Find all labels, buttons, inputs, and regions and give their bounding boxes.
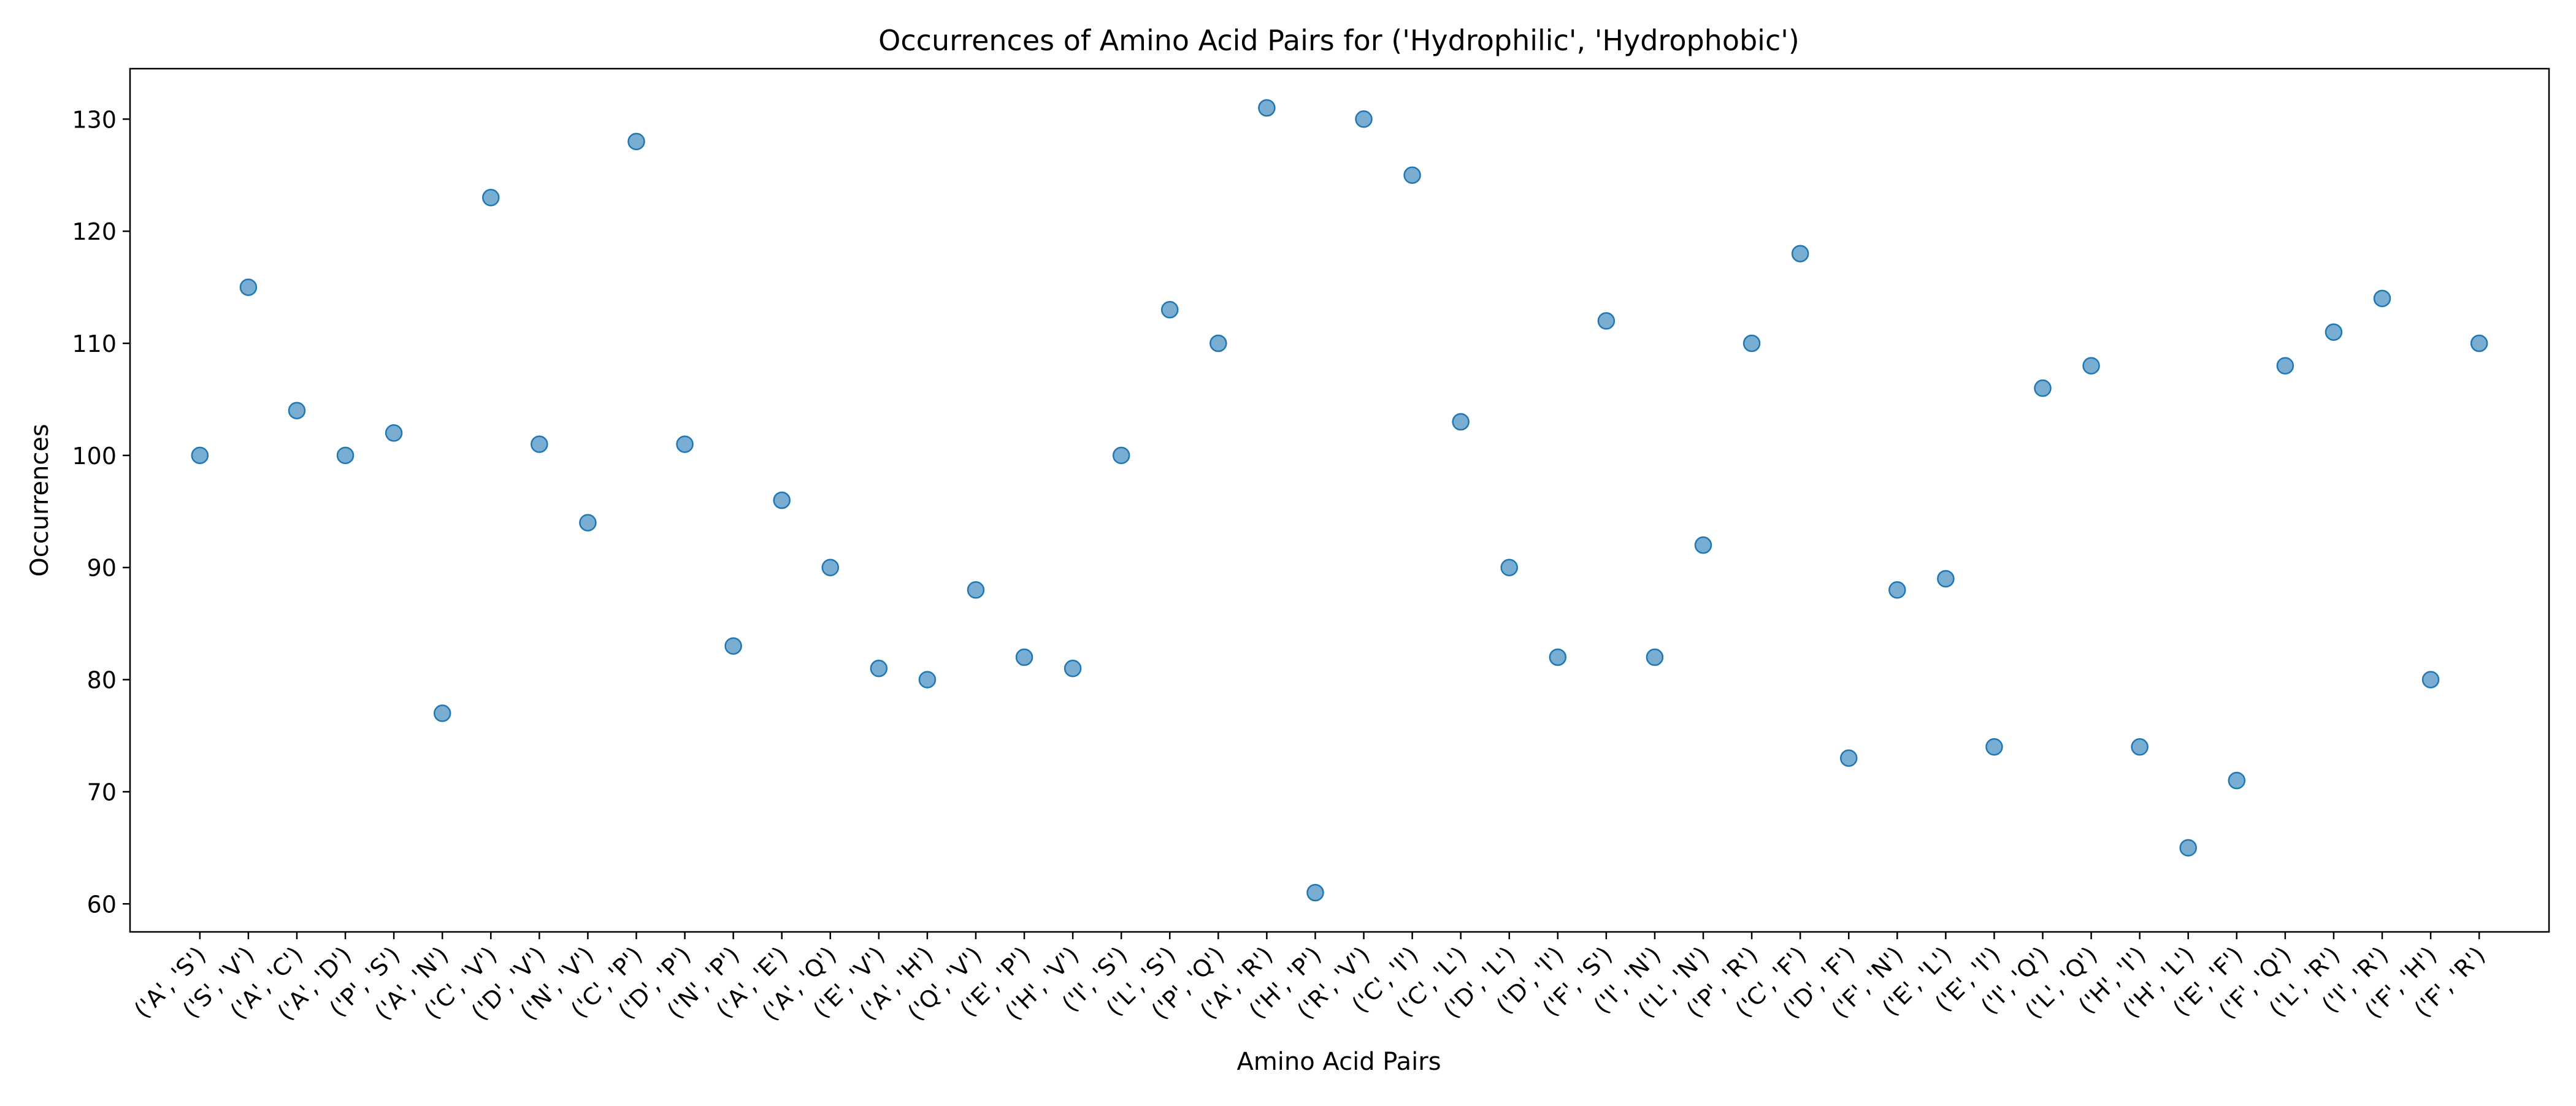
y-tick-label: 70	[87, 779, 117, 806]
y-axis-label: Occurrences	[26, 424, 54, 577]
y-axis: 60 70 80 90 100 110 120 130	[72, 106, 130, 918]
data-point	[385, 424, 403, 442]
data-point	[1694, 536, 1712, 554]
data-point	[627, 132, 645, 151]
data-point	[1888, 581, 1906, 599]
data-point	[821, 559, 840, 576]
data-point	[967, 581, 985, 599]
data-point	[1161, 300, 1179, 319]
x-axis: ('A', 'S')('S', 'V')('A', 'C')('A', 'D')…	[129, 932, 2491, 1026]
data-point	[1839, 749, 1858, 767]
y-tick-label: 100	[72, 443, 117, 470]
marks-layer	[191, 99, 2488, 902]
data-point	[2276, 357, 2294, 375]
data-point	[1015, 648, 1033, 666]
y-tick-label: 80	[87, 667, 117, 694]
data-point	[579, 514, 597, 532]
data-point	[1937, 570, 1955, 588]
data-point	[336, 446, 355, 465]
data-point	[1597, 312, 1616, 330]
data-point	[1549, 648, 1567, 666]
data-point	[1985, 738, 2003, 756]
data-point	[288, 402, 306, 419]
chart-title: Occurrences of Amino Acid Pairs for ('Hy…	[878, 24, 1800, 57]
data-point	[191, 446, 209, 465]
y-tick-label: 60	[87, 891, 117, 918]
y-tick-label: 120	[72, 218, 117, 245]
data-point	[1403, 166, 1421, 184]
y-tick-label: 90	[87, 555, 117, 582]
y-tick-label: 110	[72, 330, 117, 357]
data-point	[1258, 99, 1276, 117]
data-point	[1064, 660, 1082, 677]
data-point	[2470, 334, 2488, 353]
plot-area-frame	[129, 67, 2550, 933]
data-point	[482, 189, 500, 207]
data-point	[2131, 738, 2149, 756]
data-point	[870, 660, 888, 677]
data-point	[773, 491, 791, 509]
data-point	[1112, 446, 1130, 465]
data-point	[433, 704, 451, 722]
data-point	[676, 435, 694, 453]
data-point	[2373, 289, 2391, 308]
data-point	[2421, 671, 2440, 688]
data-point	[918, 671, 937, 688]
data-point	[1355, 110, 1373, 128]
data-point	[1209, 334, 1227, 353]
y-tick-label: 130	[72, 106, 117, 133]
data-point	[2179, 839, 2197, 857]
x-axis-label: Amino Acid Pairs	[1236, 1048, 1441, 1076]
data-point	[239, 278, 258, 296]
data-point	[2082, 357, 2100, 375]
data-point	[1452, 413, 1470, 431]
data-point	[1646, 648, 1664, 666]
data-point	[2325, 323, 2343, 341]
data-point	[531, 435, 548, 453]
data-point	[2034, 379, 2052, 397]
data-point	[724, 637, 742, 655]
data-point	[2228, 771, 2246, 790]
data-point	[1500, 559, 1518, 576]
data-point	[1791, 245, 1809, 262]
data-point	[1742, 334, 1761, 353]
data-point	[1306, 883, 1324, 902]
